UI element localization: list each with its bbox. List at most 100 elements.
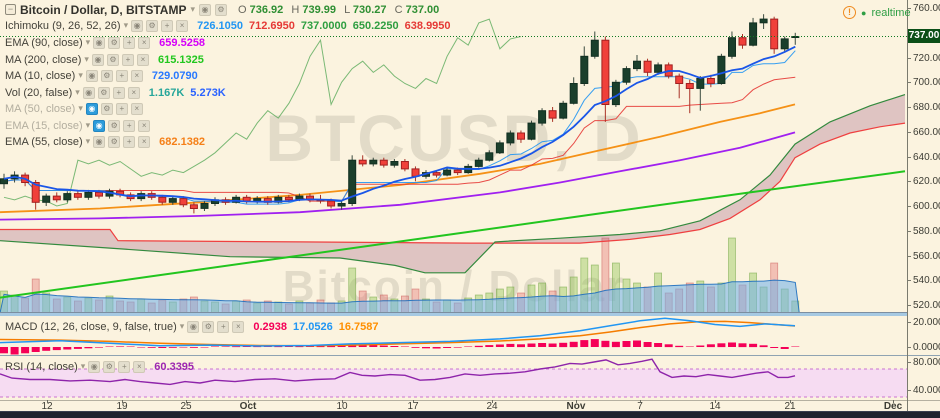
close-icon[interactable]: × <box>138 135 151 148</box>
gear-icon[interactable]: ⚙ <box>146 19 159 32</box>
macd-pane-canvas[interactable] <box>0 316 908 356</box>
indicator-value: 16.7587 <box>338 320 379 333</box>
close-icon[interactable]: × <box>127 86 140 99</box>
axis-price-label: 560.00 <box>913 250 940 262</box>
plus-icon[interactable]: + <box>115 69 128 82</box>
close-icon[interactable]: × <box>136 53 149 66</box>
plus-icon[interactable]: + <box>161 19 174 32</box>
warning-icon[interactable]: ! <box>843 6 856 19</box>
indicator-row: Vol (20, false) ▾ ◉ ⚙ + × 1.167K 5.273K <box>5 85 226 100</box>
indicator-label[interactable]: Ichimoku (9, 26, 52, 26) <box>5 19 121 32</box>
pane-separator-macd[interactable] <box>0 355 940 356</box>
chevron-down-icon[interactable]: ▾ <box>78 103 83 113</box>
close-icon[interactable]: × <box>138 36 151 49</box>
axis-price-label: 680.00 <box>913 102 940 113</box>
chevron-down-icon[interactable]: ▾ <box>84 54 89 64</box>
plus-icon[interactable]: + <box>217 320 230 333</box>
gear-icon[interactable]: ⚙ <box>108 135 121 148</box>
indicator-label[interactable]: MA (50, close) <box>5 102 76 115</box>
plus-icon[interactable]: + <box>123 135 136 148</box>
axis-tick <box>907 322 911 323</box>
chevron-down-icon[interactable]: ▾ <box>85 120 91 130</box>
indicator-label[interactable]: EMA (90, close) <box>5 36 83 49</box>
chevron-down-icon[interactable]: ▾ <box>85 136 91 146</box>
eye-icon[interactable]: ◉ <box>91 53 104 66</box>
close-icon[interactable]: × <box>130 102 143 115</box>
indicator-values: 729.0790 <box>146 70 198 82</box>
axis-time-label: 14 <box>709 401 721 412</box>
axis-tick <box>907 255 911 257</box>
chevron-down-icon[interactable]: ▾ <box>80 361 86 371</box>
gear-icon[interactable]: ⚙ <box>100 102 113 115</box>
close-icon[interactable]: × <box>232 320 245 333</box>
indicator-label[interactable]: MA (10, close) <box>5 69 76 82</box>
pane-separator-main[interactable] <box>0 312 908 316</box>
gear-icon[interactable]: ⚙ <box>97 86 110 99</box>
axis-tick <box>186 400 187 403</box>
price-axis[interactable]: 760.00 720.00 700.00 680.00 660.00 640.00 620.… <box>907 0 940 411</box>
indicator-label[interactable]: RSI (14, close) <box>5 360 78 373</box>
chevron-down-icon[interactable]: ▾ <box>190 4 195 14</box>
gear-icon[interactable]: ⚙ <box>106 53 119 66</box>
low-label: L <box>344 3 350 16</box>
indicator-values: 1.167K 5.273K <box>143 87 226 99</box>
chevron-down-icon[interactable]: ▾ <box>123 20 129 30</box>
plus-icon[interactable]: + <box>115 102 128 115</box>
open-value: 736.92 <box>249 3 284 16</box>
axis-price-label: 40.0000 <box>913 385 940 396</box>
close-icon[interactable]: × <box>138 119 151 132</box>
indicator-label[interactable]: Vol (20, false) <box>5 86 73 99</box>
rsi-pane-canvas[interactable] <box>0 356 908 400</box>
axis-price-label: 80.0000 <box>913 357 940 368</box>
indicator-label[interactable]: EMA (55, close) <box>5 135 83 148</box>
eye-icon[interactable]: ◉ <box>187 320 200 333</box>
indicator-label[interactable]: MA (200, close) <box>5 53 82 66</box>
gear-icon[interactable]: ⚙ <box>214 3 227 16</box>
axis-tick <box>907 181 911 183</box>
plus-icon[interactable]: + <box>123 119 136 132</box>
close-icon[interactable]: × <box>130 69 143 82</box>
eye-icon[interactable]: ◉ <box>85 69 98 82</box>
chevron-down-icon[interactable]: ▾ <box>75 87 80 97</box>
eye-icon[interactable]: ◉ <box>93 36 106 49</box>
eye-icon[interactable]: ◉ <box>85 102 98 115</box>
ma10-line <box>3 45 796 203</box>
axis-time-label: Nov <box>566 401 586 412</box>
symbol-title[interactable]: Bitcoin / Dollar, D, BITSTAMP <box>20 2 187 17</box>
eye-icon[interactable]: ◉ <box>82 86 95 99</box>
plus-icon[interactable]: + <box>112 86 125 99</box>
axis-tick <box>907 131 911 133</box>
gear-icon[interactable]: ⚙ <box>103 360 116 373</box>
plus-icon[interactable]: + <box>123 36 136 49</box>
plus-icon[interactable]: + <box>118 360 131 373</box>
eye-icon[interactable]: ◉ <box>198 3 211 16</box>
time-axis[interactable]: 12 19 25 Oct 10 17 24 Nov 7 14 21 Dec <box>0 400 940 412</box>
chevron-down-icon[interactable]: ▾ <box>179 321 185 331</box>
close-value: 737.00 <box>405 3 440 16</box>
axis-time-label: Oct <box>239 401 257 412</box>
close-icon[interactable]: × <box>133 360 146 373</box>
indicator-label[interactable]: EMA (15, close) <box>5 119 83 132</box>
price-chart-canvas[interactable] <box>0 0 908 316</box>
gear-icon[interactable]: ⚙ <box>108 36 121 49</box>
plus-icon[interactable]: + <box>121 53 134 66</box>
gear-icon[interactable]: ⚙ <box>100 69 113 82</box>
indicator-row: EMA (90, close) ▾ ◉ ⚙ + × 659.5258 <box>5 35 205 50</box>
chevron-down-icon[interactable]: ▾ <box>78 70 83 80</box>
close-icon[interactable]: × <box>176 19 189 32</box>
eye-icon[interactable]: ◉ <box>88 360 101 373</box>
eye-icon[interactable]: ◉ <box>131 19 144 32</box>
gear-icon[interactable]: ⚙ <box>202 320 215 333</box>
chevron-down-icon[interactable]: ▾ <box>85 37 91 47</box>
realtime-badge: ! ● realtime <box>843 6 911 19</box>
eye-icon[interactable]: ◉ <box>93 135 106 148</box>
axis-tick <box>907 57 911 59</box>
indicator-values: 60.3395 <box>148 361 194 373</box>
axis-tick <box>907 390 911 391</box>
collapse-icon[interactable]: − <box>5 4 16 15</box>
eye-icon[interactable]: ◉ <box>93 119 106 132</box>
indicator-label[interactable]: MACD (12, 26, close, 9, false, true) <box>5 320 177 333</box>
indicator-value: 615.1325 <box>157 53 204 66</box>
gear-icon[interactable]: ⚙ <box>108 119 121 132</box>
indicator-values: 0.2938 17.0526 16.7587 <box>247 321 378 333</box>
